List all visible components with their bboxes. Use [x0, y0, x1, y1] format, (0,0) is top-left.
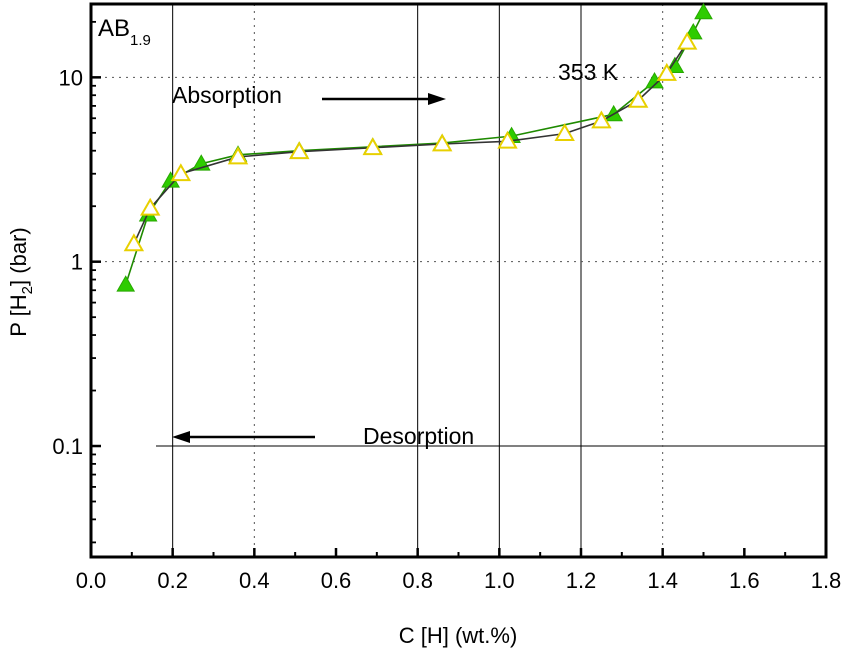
data-point [627, 89, 649, 108]
data-point [170, 163, 192, 182]
x-tick-label: 1.4 [647, 568, 678, 593]
desorption-arrow [172, 431, 315, 443]
sample-label-sub: 1.9 [130, 32, 151, 49]
y-axis-label: P [H2] (bar) [6, 227, 36, 336]
data-point [116, 275, 136, 292]
x-tick-label: 0.0 [76, 568, 107, 593]
series-line [124, 12, 705, 285]
series-filled-triangle [116, 2, 713, 292]
data-point [431, 133, 453, 152]
y-tick-label: 0.1 [52, 434, 83, 459]
y-tick-label: 1 [71, 250, 83, 275]
x-tick-label: 1.6 [729, 568, 760, 593]
absorption-arrow [322, 93, 446, 105]
desorption-label: Desorption [363, 423, 474, 449]
x-axis-label: C [H] (wt.%) [399, 623, 518, 648]
y-axis-label-end: ] (bar) [6, 227, 31, 286]
data-point [289, 141, 310, 160]
x-tick-label: 0.6 [321, 568, 352, 593]
series-open-triangle [123, 31, 698, 252]
data-point [497, 130, 518, 149]
x-tick-label: 0.2 [157, 568, 188, 593]
data-point [554, 123, 575, 142]
data-point [676, 31, 698, 50]
x-tick-label: 1.0 [484, 568, 515, 593]
data-point [139, 197, 161, 216]
sample-label: AB1.9 [98, 15, 151, 49]
x-tick-label: 0.4 [239, 568, 270, 593]
y-axis-label-main: P [H [6, 294, 31, 336]
y-axis-label-sub: 2 [19, 286, 36, 294]
data-point [123, 233, 145, 252]
temperature-label: 353 K [558, 59, 619, 85]
data-point [362, 137, 383, 156]
data-point [591, 110, 612, 129]
absorption-label: Absorption [172, 82, 282, 108]
x-tick-label: 0.8 [402, 568, 433, 593]
x-tick-label: 1.2 [566, 568, 597, 593]
sample-label-main: AB [98, 15, 130, 42]
data-point [656, 62, 677, 81]
grid-lines [91, 4, 826, 557]
x-tick-label: 1.8 [811, 568, 842, 593]
data-series [116, 2, 713, 292]
data-point [694, 2, 713, 20]
axis-ticks: 0.0 0.2 0.4 0.6 0.8 1.0 1.2 1.4 1.6 1.8 0.1 1 10 [52, 20, 842, 593]
data-point [227, 146, 249, 165]
y-tick-label: 10 [59, 65, 83, 90]
